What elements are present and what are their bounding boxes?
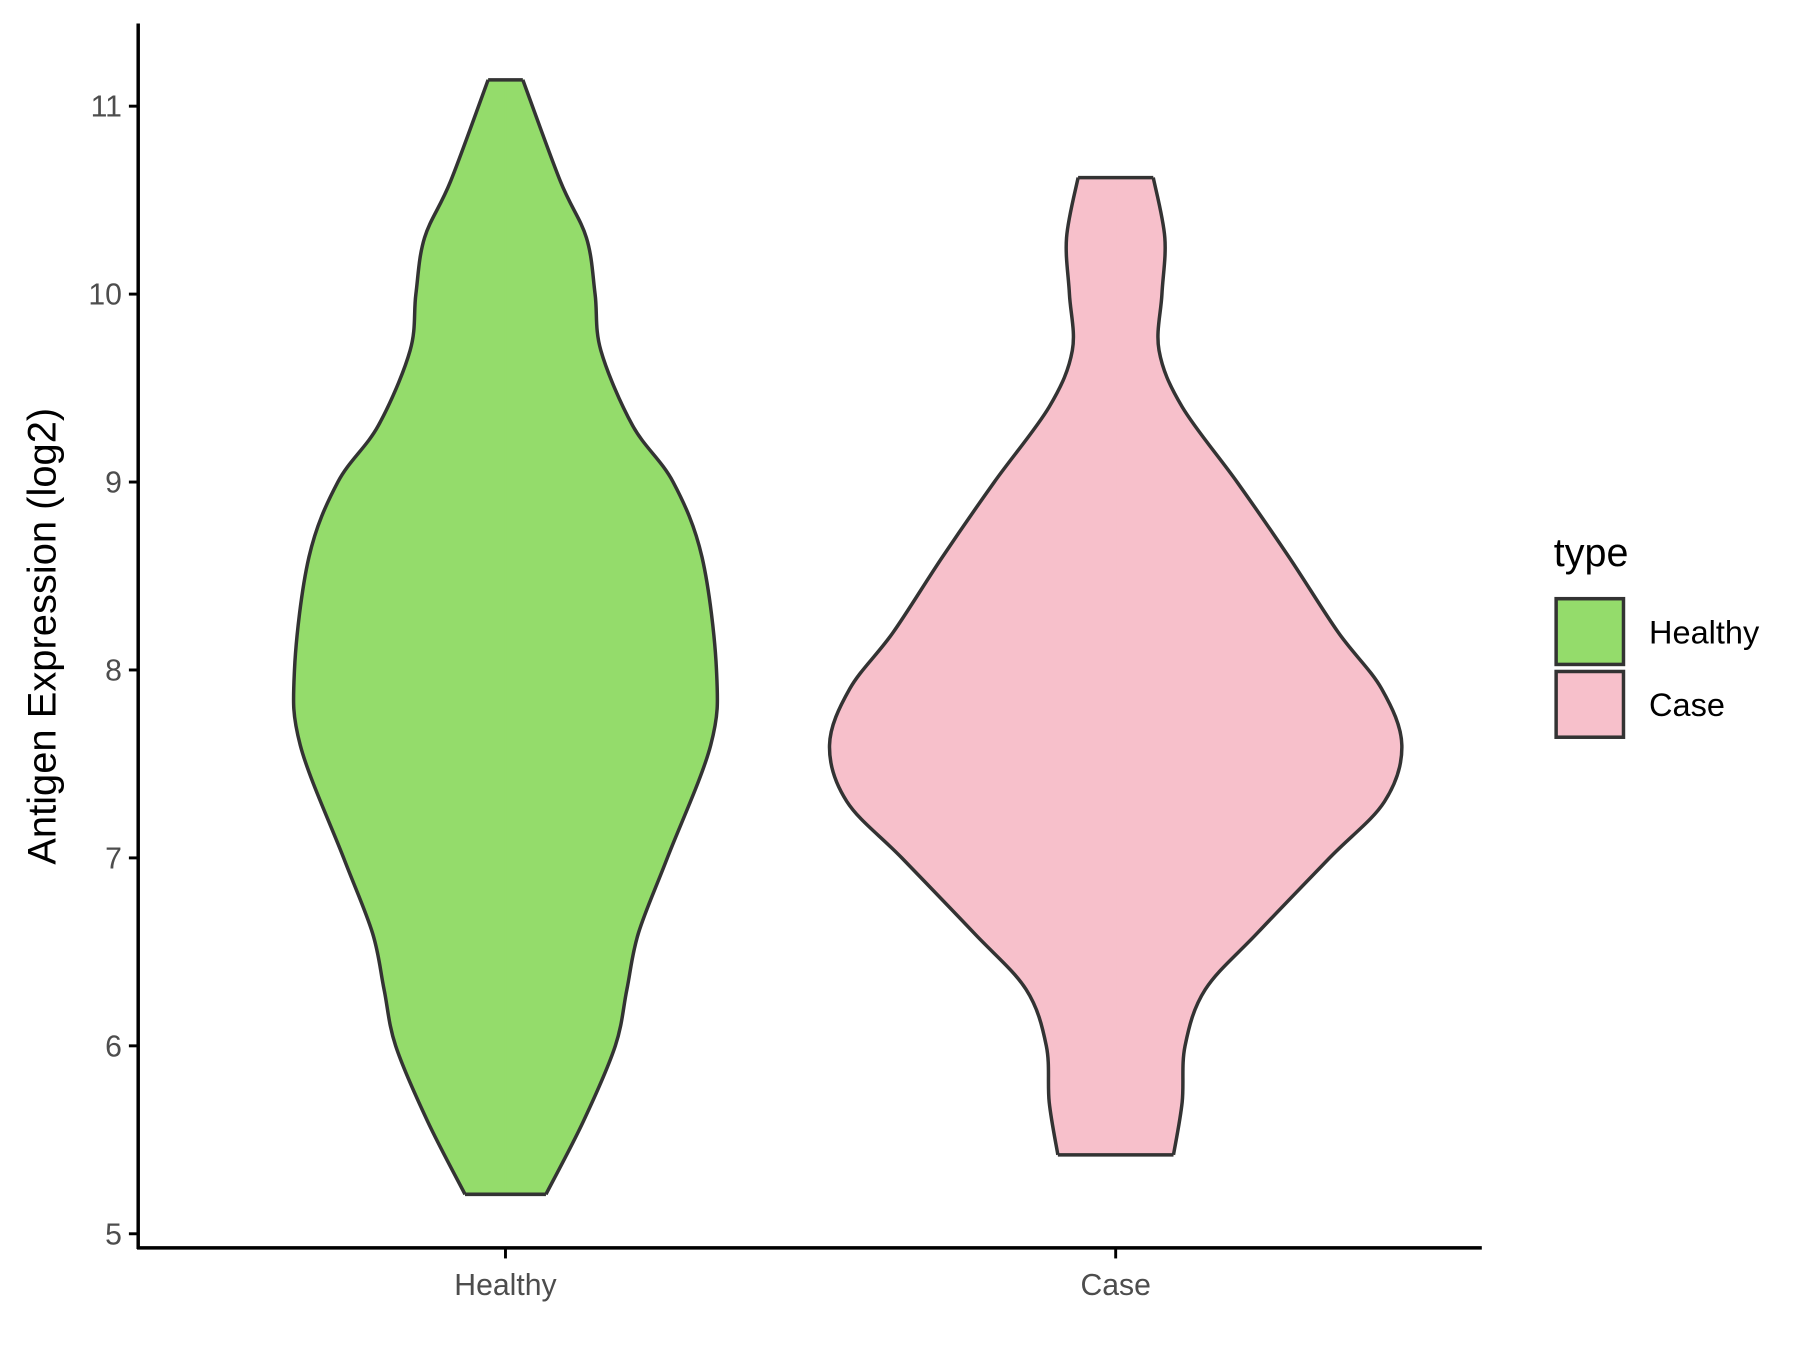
legend-swatch bbox=[1554, 596, 1626, 667]
y-tick-label: 6 bbox=[105, 1030, 122, 1063]
violin-outline bbox=[521, 79, 720, 1196]
violin-body bbox=[292, 79, 507, 1195]
violin-outline bbox=[827, 177, 1080, 1156]
y-tick-label: 9 bbox=[105, 466, 122, 499]
violin-outline bbox=[1151, 177, 1404, 1156]
y-tick-label: 11 bbox=[91, 91, 122, 124]
legend-swatch bbox=[1554, 669, 1626, 739]
y-axis-title: Antigen Expression (log2) bbox=[21, 408, 65, 865]
y-tick-label: 10 bbox=[88, 279, 122, 312]
legend-label: Case bbox=[1649, 686, 1725, 723]
legend-title: type bbox=[1554, 531, 1629, 575]
y-tick-label: 5 bbox=[105, 1218, 122, 1251]
y-tick-label: 7 bbox=[105, 842, 122, 875]
x-tick-label: Case bbox=[1080, 1269, 1150, 1302]
violin-outline bbox=[291, 79, 490, 1196]
x-tick-label: Healthy bbox=[454, 1269, 557, 1302]
violin-body bbox=[504, 79, 719, 1195]
legend-label: Healthy bbox=[1649, 613, 1760, 650]
y-tick-label: 8 bbox=[105, 654, 122, 687]
